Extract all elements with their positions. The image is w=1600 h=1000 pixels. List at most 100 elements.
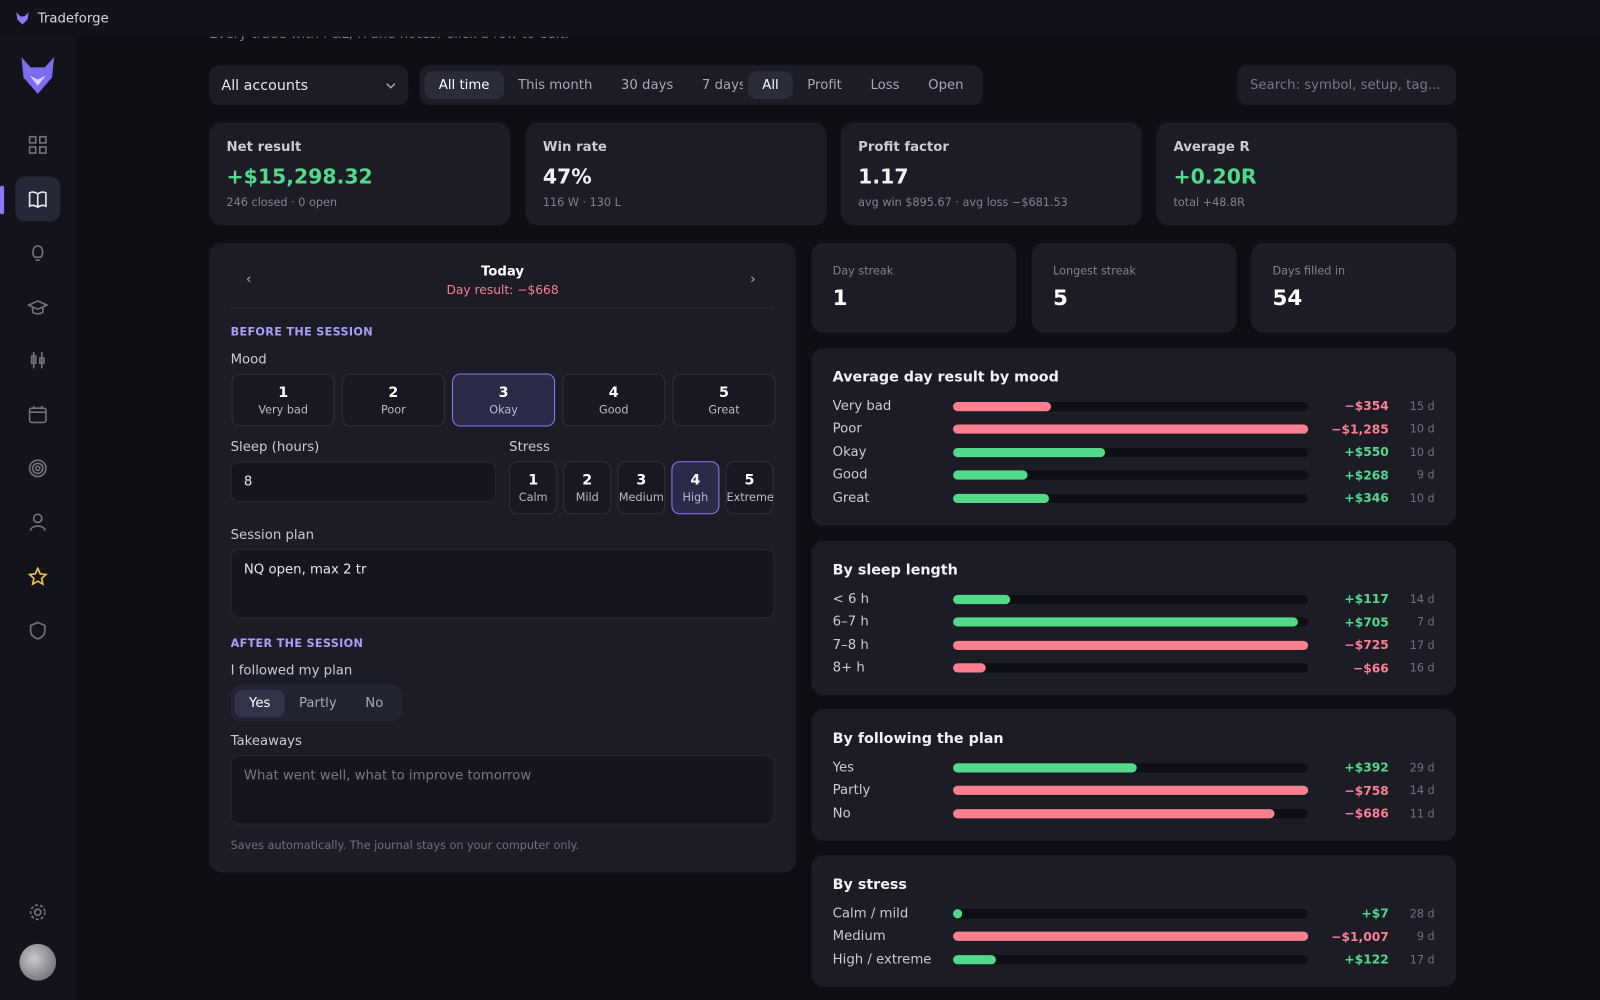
field-label: Mood xyxy=(230,352,267,368)
stat-detail: 116 W · 130 L xyxy=(542,195,621,210)
streak-label: Longest streak xyxy=(1053,264,1136,278)
bar xyxy=(953,401,1051,411)
row-value: −$758 xyxy=(1344,783,1389,798)
option-number: 4 xyxy=(608,384,619,402)
breakdown-row: Okay +$550 10 d xyxy=(833,441,1435,464)
option-label: Medium xyxy=(618,490,664,505)
nav-security[interactable] xyxy=(28,620,48,640)
nav-dashboard[interactable] xyxy=(28,135,48,155)
option-number: 4 xyxy=(690,472,701,489)
row-value: −$354 xyxy=(1344,399,1389,414)
panel-rows: < 6 h +$117 14 d 6–7 h +$705 7 d 7–8 h −$725 17 … xyxy=(833,588,1435,680)
mood-option[interactable]: 5 Great xyxy=(672,373,776,427)
outcome-option[interactable]: Profit xyxy=(807,77,842,93)
prev-day[interactable]: ‹ xyxy=(245,271,252,288)
row-days: 10 d xyxy=(1409,422,1435,436)
nav-favorites[interactable] xyxy=(27,566,48,586)
mood-option[interactable]: 2 Poor xyxy=(341,373,445,427)
active-indicator xyxy=(0,185,5,215)
row-days: 14 d xyxy=(1409,592,1435,606)
row-days: 9 d xyxy=(1416,929,1435,944)
outcome-option[interactable]: Loss xyxy=(870,77,900,93)
panel-title: By following the plan xyxy=(832,730,1004,747)
option-label: Mild xyxy=(575,490,599,505)
row-value: +$346 xyxy=(1344,491,1389,506)
title-bar: Tradeforge xyxy=(0,0,1600,37)
option-number: 2 xyxy=(388,384,399,402)
mood-option[interactable]: 3 Okay xyxy=(452,373,556,427)
bar xyxy=(953,954,997,965)
option-number: 2 xyxy=(582,472,593,489)
row-days: 16 d xyxy=(1409,661,1435,675)
option-label: Poor xyxy=(380,403,406,417)
sidebar xyxy=(0,36,77,1000)
breakdown-row: Partly −$758 14 d xyxy=(833,779,1435,802)
bar xyxy=(953,470,1028,480)
mood-option[interactable]: 4 Good xyxy=(562,373,666,427)
plan-textarea[interactable]: NQ open, max 2 tr xyxy=(230,548,775,619)
nav-profile[interactable] xyxy=(28,512,48,532)
nav-goals[interactable] xyxy=(28,458,48,478)
row-label: Good xyxy=(832,467,868,483)
nav-ideas[interactable] xyxy=(28,243,48,263)
bar-track xyxy=(953,424,1309,434)
row-value: +$268 xyxy=(1344,468,1389,483)
stat-value: +$15,298.32 xyxy=(226,164,373,189)
bar-track xyxy=(953,640,1309,650)
outcome-option[interactable]: Open xyxy=(928,77,964,93)
row-value: +$550 xyxy=(1344,445,1389,460)
section-heading: AFTER THE SESSION xyxy=(230,636,364,650)
app-name: Tradeforge xyxy=(37,10,109,27)
bar-track xyxy=(953,447,1309,457)
stat-value: 47% xyxy=(542,164,592,189)
field-label: Sleep (hours) xyxy=(230,439,320,456)
followed-option[interactable]: Yes xyxy=(234,689,285,717)
save-note: Saves automatically. The journal stays o… xyxy=(230,838,580,853)
avatar[interactable] xyxy=(19,943,57,981)
row-days: 14 d xyxy=(1409,783,1435,798)
stress-option[interactable]: 4 High xyxy=(671,461,720,515)
nav-learn[interactable] xyxy=(27,297,48,317)
stat-detail: total +48.8R xyxy=(1173,195,1245,210)
streak-value: 5 xyxy=(1053,285,1068,311)
stress-option[interactable]: 5 Extreme xyxy=(725,461,774,515)
nav-settings[interactable] xyxy=(28,902,48,922)
nav-journal[interactable] xyxy=(28,189,48,209)
account-select[interactable]: All accounts xyxy=(209,65,409,106)
bar xyxy=(953,493,1049,503)
panel-title: Average day result by mood xyxy=(832,369,1059,386)
followed-option[interactable]: Partly xyxy=(298,695,337,711)
search-box[interactable]: Search: symbol, setup, tag... xyxy=(1236,65,1457,106)
stress-option[interactable]: 3 Medium xyxy=(617,461,666,515)
period-option[interactable]: 30 days xyxy=(620,77,674,93)
row-label: 8+ h xyxy=(832,660,865,676)
stat-card: Average R +0.20R total +48.8R xyxy=(1156,122,1458,226)
followed-option[interactable]: No xyxy=(365,695,384,711)
bar xyxy=(953,617,1299,627)
stress-option[interactable]: 1 Calm xyxy=(509,461,558,515)
nav-calendar[interactable] xyxy=(28,404,48,424)
next-day[interactable]: › xyxy=(749,271,756,288)
option-number: 3 xyxy=(636,472,647,489)
breakdown-row: Poor −$1,285 10 d xyxy=(833,418,1435,441)
breakdown-row: Great +$346 10 d xyxy=(833,487,1435,510)
account-value: All accounts xyxy=(221,77,309,94)
period-option[interactable]: This month xyxy=(517,77,593,93)
streak-label: Days filled in xyxy=(1272,264,1346,278)
chevron xyxy=(386,82,396,89)
stress-option[interactable]: 2 Mild xyxy=(563,461,612,515)
stat-detail: avg win $895.67 · avg loss −$681.53 xyxy=(858,195,1068,210)
takeaways-textarea[interactable]: What went well, what to improve tomorrow xyxy=(230,755,775,825)
row-label: High / extreme xyxy=(832,951,932,968)
day-title: Today xyxy=(480,264,525,280)
breakdown-panel: By stress Calm / mild +$7 28 d Medium −$1,007… xyxy=(811,855,1457,987)
mood-option[interactable]: 1 Very bad xyxy=(231,373,335,427)
stat-card: Net result +$15,298.32 246 closed · 0 open xyxy=(209,122,511,226)
outcome-option[interactable]: All xyxy=(747,71,793,99)
nav-trades[interactable] xyxy=(28,350,48,370)
period-option[interactable]: 7 days xyxy=(701,77,746,93)
sleep-input[interactable]: 8 xyxy=(230,461,496,503)
period-option[interactable]: All time xyxy=(424,71,504,99)
stat-value: +0.20R xyxy=(1173,164,1257,189)
stat-detail: 246 closed · 0 open xyxy=(226,195,337,210)
